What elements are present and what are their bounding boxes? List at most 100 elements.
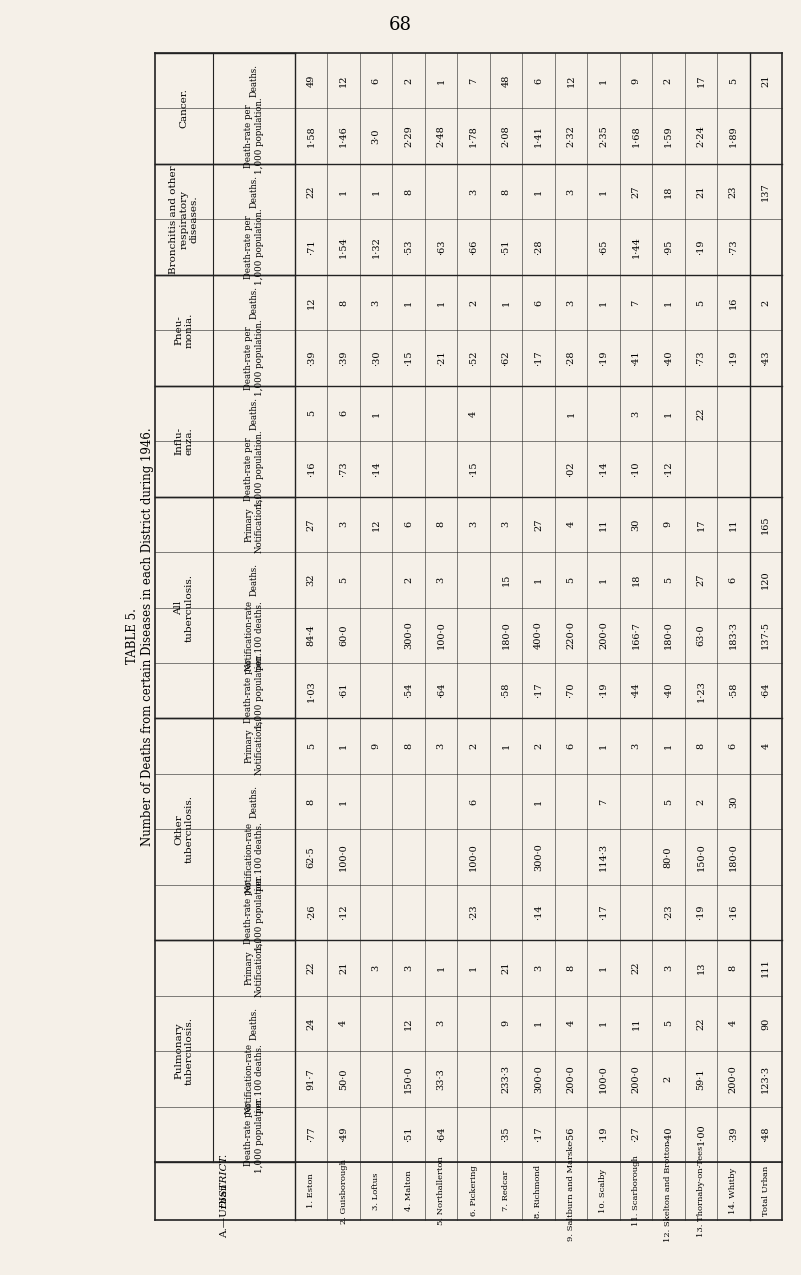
Text: 6: 6 (534, 78, 543, 84)
Text: 5: 5 (339, 576, 348, 583)
Text: 1: 1 (599, 743, 608, 750)
Text: 5: 5 (664, 1020, 673, 1026)
Text: 12: 12 (372, 518, 380, 530)
Text: 49: 49 (307, 74, 316, 87)
Text: 15: 15 (501, 574, 510, 586)
Text: 27: 27 (534, 518, 543, 530)
Text: 300·0: 300·0 (534, 843, 543, 871)
Text: 17: 17 (696, 518, 706, 530)
Text: 111: 111 (761, 959, 771, 978)
Text: 12. Skelton and Brotton: 12. Skelton and Brotton (664, 1140, 672, 1242)
Text: 22: 22 (307, 961, 316, 974)
Text: 27: 27 (696, 574, 706, 586)
Text: ·73: ·73 (339, 462, 348, 477)
Text: 5: 5 (664, 798, 673, 805)
Text: ·39: ·39 (339, 351, 348, 366)
Text: 12: 12 (405, 1017, 413, 1030)
Text: 5: 5 (307, 743, 316, 750)
Text: 2: 2 (696, 798, 706, 805)
Text: Death-rate per
1,000 population.: Death-rate per 1,000 population. (244, 1096, 264, 1173)
Text: 14. Whitby: 14. Whitby (729, 1168, 737, 1214)
Text: 6. Pickering: 6. Pickering (469, 1165, 477, 1216)
Text: ·19: ·19 (696, 905, 706, 921)
Text: 1: 1 (534, 1020, 543, 1026)
Text: 21: 21 (696, 185, 706, 198)
Text: 3: 3 (501, 521, 510, 528)
Text: 2·24: 2·24 (696, 125, 706, 147)
Text: ·28: ·28 (566, 351, 575, 366)
Text: 3: 3 (339, 521, 348, 528)
Text: 90: 90 (761, 1017, 771, 1029)
Text: A.—Urban: A.—Urban (220, 1183, 230, 1238)
Text: 123·3: 123·3 (761, 1065, 771, 1093)
Text: 4: 4 (566, 1020, 575, 1026)
Text: 6: 6 (534, 300, 543, 306)
Text: 3: 3 (372, 300, 380, 306)
Text: ·27: ·27 (631, 1127, 641, 1142)
Text: 114·3: 114·3 (599, 843, 608, 871)
Text: ·56: ·56 (566, 1127, 575, 1142)
Text: 1·23: 1·23 (696, 680, 706, 701)
Text: ·52: ·52 (469, 351, 478, 366)
Text: ·23: ·23 (469, 905, 478, 921)
Text: ·28: ·28 (534, 240, 543, 255)
Text: 2: 2 (534, 743, 543, 750)
Text: 3: 3 (372, 965, 380, 972)
Text: 7. Redcar: 7. Redcar (502, 1170, 510, 1211)
Text: 2: 2 (664, 1076, 673, 1082)
Text: 22: 22 (696, 1017, 706, 1030)
Text: 24: 24 (307, 1017, 316, 1030)
Text: 3·0: 3·0 (372, 129, 380, 144)
Text: Total Urban: Total Urban (762, 1165, 770, 1216)
Text: 1: 1 (469, 965, 478, 972)
Text: 1: 1 (501, 300, 510, 306)
Text: ·58: ·58 (729, 683, 738, 699)
Text: 1: 1 (372, 189, 380, 195)
Text: ·15: ·15 (469, 462, 478, 477)
Text: 200·0: 200·0 (729, 1065, 738, 1093)
Text: ·39: ·39 (307, 351, 316, 366)
Text: 9: 9 (631, 78, 641, 84)
Text: 5: 5 (696, 300, 706, 306)
Text: 1: 1 (437, 300, 445, 306)
Text: 8: 8 (405, 743, 413, 750)
Text: 100·0: 100·0 (437, 621, 445, 649)
Text: 166·7: 166·7 (631, 621, 641, 649)
Text: ·64: ·64 (437, 683, 445, 699)
Text: 50·0: 50·0 (339, 1068, 348, 1090)
Text: 32: 32 (307, 574, 316, 586)
Text: ·02: ·02 (566, 462, 575, 477)
Text: 5: 5 (566, 576, 575, 583)
Text: Other
tuberculosis.: Other tuberculosis. (175, 796, 194, 863)
Text: 9: 9 (664, 521, 673, 528)
Text: 9. Saltburn and Marske: 9. Saltburn and Marske (567, 1141, 575, 1241)
Text: 17: 17 (696, 74, 706, 87)
Text: 5: 5 (664, 576, 673, 583)
Text: 1: 1 (664, 300, 673, 306)
Text: 3: 3 (437, 1020, 445, 1026)
Text: 3. Loftus: 3. Loftus (372, 1172, 380, 1210)
Text: 21: 21 (501, 961, 510, 974)
Text: ·17: ·17 (599, 905, 608, 921)
Text: 5. Northallerton: 5. Northallerton (437, 1156, 445, 1225)
Text: ·73: ·73 (696, 351, 706, 366)
Text: 8: 8 (437, 521, 445, 528)
Text: 1: 1 (372, 411, 380, 417)
Text: 120: 120 (761, 570, 771, 589)
Text: ·39: ·39 (729, 1127, 738, 1142)
Text: 3: 3 (566, 189, 575, 195)
Text: 9: 9 (372, 743, 380, 750)
Text: ·35: ·35 (501, 1127, 510, 1142)
Text: 8. Richmond: 8. Richmond (534, 1164, 542, 1218)
Text: ·66: ·66 (469, 240, 478, 255)
Text: ·19: ·19 (599, 351, 608, 366)
Text: 3: 3 (405, 965, 413, 972)
Text: ·30: ·30 (372, 351, 380, 366)
Text: Deaths.: Deaths. (249, 1007, 259, 1040)
Text: ·54: ·54 (405, 683, 413, 699)
Text: 27: 27 (307, 518, 316, 530)
Text: 27: 27 (631, 185, 641, 198)
Text: 12: 12 (566, 74, 575, 87)
Text: 7: 7 (631, 300, 641, 306)
Text: 183·3: 183·3 (729, 621, 738, 649)
